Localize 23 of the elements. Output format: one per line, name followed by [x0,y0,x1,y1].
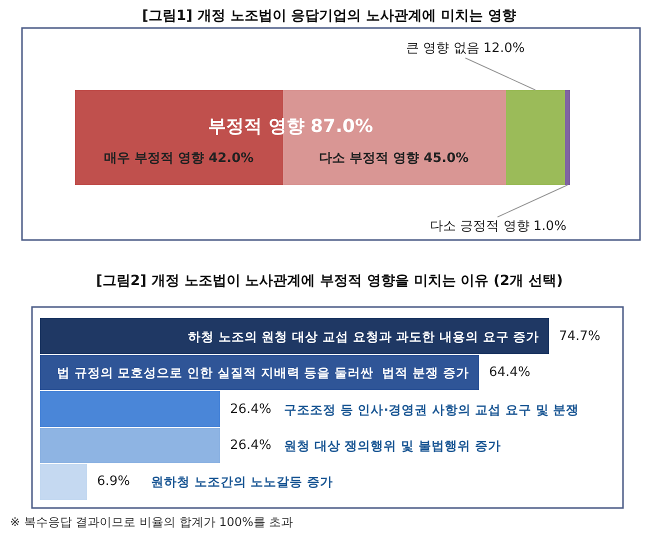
bar [565,90,570,185]
data-label: 다소 긍정적 영향 1.0% [430,219,566,234]
data-label: 매우 부정적 영향 42.0% [104,151,254,166]
data-label: 6.9% [97,474,130,489]
text: ※ 복수응답 결과이므로 비율의 합계가 100%를 초과 [10,515,294,529]
data-label: 다소 부정적 영향 45.0% [319,151,469,166]
bar [40,318,549,354]
chart-title: [그림1] 개정 노조법이 응답기업의 노사관계에 미치는 영향 [142,8,516,24]
chart-title: [그림2] 개정 노조법이 노사관계에 부정적 영향을 미치는 이유 (2개 선택) [96,273,563,289]
bar [40,428,220,463]
bar [506,90,565,185]
y-tick-label: 원청 대상 쟁의행위 및 불법행위 증가 [284,438,501,453]
data-label: 74.7% [559,329,600,344]
y-tick-label: 구조조정 등 인사·경영권 사항의 교섭 요구 및 분쟁 [284,402,580,417]
bar [40,391,220,427]
data-label: 26.4% [230,438,272,453]
data-label: 26.4% [230,402,272,417]
data-label: 큰 영향 없음 12.0% [406,41,525,56]
y-tick-label: 하청 노조의 원청 대상 교섭 요청과 과도한 내용의 요구 증가 [188,329,540,344]
y-tick-label: 법 규정의 모호성으로 인한 실질적 지배력 등을 둘러싼 법적 분쟁 증가 [57,365,469,380]
data-label: 64.4% [489,365,530,380]
y-tick-label: 원하청 노조간의 노노갈등 증가 [151,474,334,489]
bar [40,464,87,500]
